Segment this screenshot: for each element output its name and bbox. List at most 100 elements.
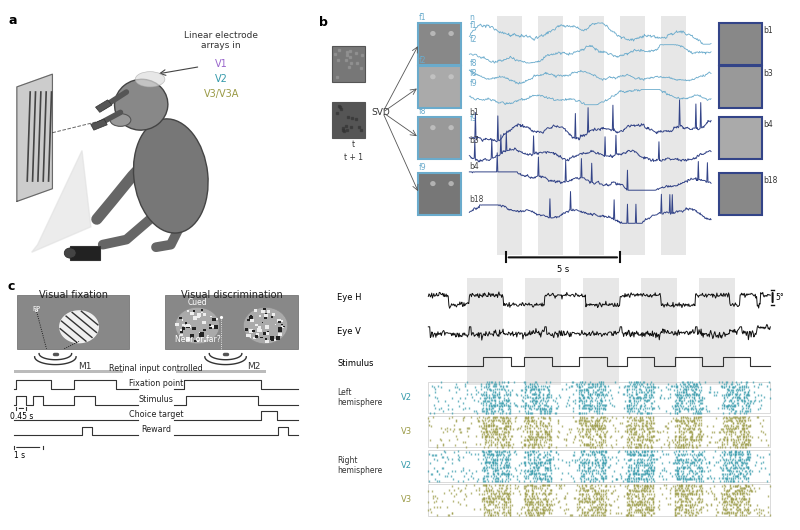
Bar bbox=[265, 338, 267, 340]
Bar bbox=[271, 316, 273, 318]
Bar bbox=[193, 311, 194, 312]
Bar bbox=[209, 324, 211, 326]
Text: f1: f1 bbox=[470, 21, 477, 30]
Bar bbox=[247, 320, 250, 321]
Text: SVD: SVD bbox=[371, 108, 390, 117]
Text: Near or far?: Near or far? bbox=[174, 335, 220, 344]
Bar bbox=[196, 340, 198, 341]
Text: Eye H: Eye H bbox=[337, 293, 362, 302]
Text: Choice target: Choice target bbox=[129, 410, 183, 419]
Polygon shape bbox=[210, 354, 242, 360]
Bar bbox=[263, 332, 266, 334]
Bar bbox=[202, 329, 206, 331]
Circle shape bbox=[64, 248, 76, 258]
Bar bbox=[250, 337, 251, 338]
Bar bbox=[278, 321, 281, 323]
Text: f8: f8 bbox=[419, 107, 426, 116]
Bar bbox=[187, 325, 191, 329]
Bar bbox=[186, 337, 190, 341]
Bar bbox=[245, 328, 248, 331]
Bar bbox=[249, 316, 253, 319]
Bar bbox=[260, 337, 262, 339]
Text: b4: b4 bbox=[763, 120, 774, 129]
Text: Left
hemisphere: Left hemisphere bbox=[337, 388, 382, 407]
Polygon shape bbox=[39, 354, 72, 360]
FancyBboxPatch shape bbox=[418, 117, 461, 158]
Bar bbox=[202, 321, 206, 324]
Bar bbox=[206, 337, 209, 338]
Text: b1: b1 bbox=[470, 109, 479, 118]
FancyBboxPatch shape bbox=[17, 295, 130, 349]
Bar bbox=[210, 325, 214, 328]
Text: f9: f9 bbox=[419, 163, 427, 172]
FancyBboxPatch shape bbox=[332, 46, 366, 82]
Bar bbox=[274, 324, 276, 325]
Bar bbox=[266, 311, 270, 313]
Text: 1 s: 1 s bbox=[14, 451, 25, 460]
Bar bbox=[282, 324, 283, 325]
Bar bbox=[201, 309, 203, 311]
Bar bbox=[578, 16, 604, 255]
Bar bbox=[278, 333, 282, 337]
Bar bbox=[190, 312, 194, 315]
FancyBboxPatch shape bbox=[719, 66, 762, 108]
Bar bbox=[180, 330, 183, 333]
Bar bbox=[254, 310, 258, 312]
Text: Visual fixation: Visual fixation bbox=[38, 290, 108, 300]
Bar bbox=[278, 326, 282, 330]
Ellipse shape bbox=[448, 181, 454, 186]
Text: Retinal input controlled: Retinal input controlled bbox=[109, 365, 203, 374]
Bar bbox=[185, 322, 186, 324]
Bar bbox=[200, 332, 203, 334]
Bar bbox=[274, 339, 276, 341]
Text: b3: b3 bbox=[763, 69, 774, 78]
Bar bbox=[193, 316, 197, 320]
Bar bbox=[428, 382, 770, 413]
Bar bbox=[179, 329, 182, 331]
Text: c: c bbox=[8, 280, 15, 294]
Text: a: a bbox=[9, 14, 17, 28]
FancyBboxPatch shape bbox=[418, 23, 461, 65]
Bar bbox=[270, 338, 274, 341]
Bar bbox=[252, 330, 255, 332]
Bar bbox=[202, 312, 203, 313]
Bar bbox=[257, 328, 262, 332]
Text: V3: V3 bbox=[402, 427, 412, 436]
Circle shape bbox=[243, 307, 288, 344]
Ellipse shape bbox=[134, 119, 208, 233]
Text: V2: V2 bbox=[214, 74, 227, 84]
Bar bbox=[265, 313, 267, 315]
Bar bbox=[583, 278, 618, 385]
Text: M2: M2 bbox=[247, 362, 260, 371]
Bar bbox=[255, 324, 258, 326]
Bar bbox=[214, 325, 218, 329]
Bar bbox=[266, 325, 270, 329]
Bar bbox=[272, 313, 275, 316]
Text: b1: b1 bbox=[763, 26, 773, 35]
Text: 0.45 s: 0.45 s bbox=[10, 412, 33, 421]
Text: V3: V3 bbox=[402, 496, 412, 505]
Ellipse shape bbox=[114, 80, 168, 130]
Bar bbox=[197, 315, 200, 318]
Ellipse shape bbox=[430, 31, 436, 36]
Ellipse shape bbox=[430, 125, 436, 130]
Bar bbox=[193, 327, 196, 330]
Bar bbox=[95, 100, 112, 112]
Bar bbox=[642, 278, 677, 385]
Text: V2: V2 bbox=[402, 393, 412, 402]
Text: Right
hemisphere: Right hemisphere bbox=[337, 456, 382, 475]
Bar bbox=[14, 370, 123, 374]
Ellipse shape bbox=[135, 72, 165, 87]
Bar bbox=[210, 316, 212, 317]
Bar bbox=[250, 320, 254, 322]
Text: V1: V1 bbox=[214, 59, 227, 69]
Bar bbox=[182, 324, 186, 326]
Bar bbox=[254, 335, 258, 338]
Text: 5 s: 5 s bbox=[557, 265, 569, 274]
FancyBboxPatch shape bbox=[332, 102, 366, 138]
Text: b: b bbox=[319, 16, 328, 29]
Bar bbox=[428, 484, 770, 516]
FancyBboxPatch shape bbox=[719, 117, 762, 158]
Bar bbox=[265, 340, 269, 343]
Bar bbox=[180, 333, 183, 337]
